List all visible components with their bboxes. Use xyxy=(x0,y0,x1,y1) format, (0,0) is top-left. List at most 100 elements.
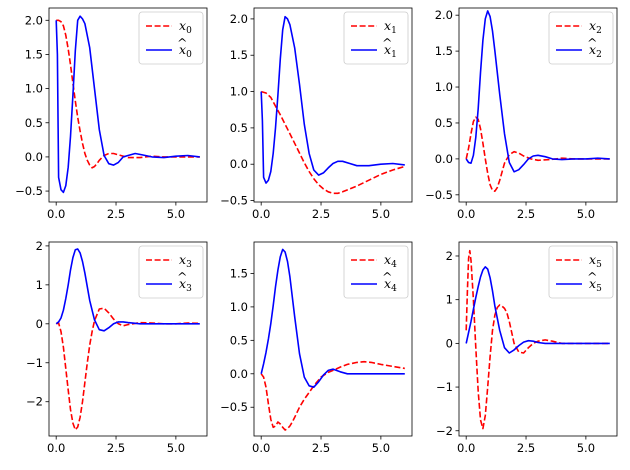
subplot-4: 0.0 2.5 5.0 −0.5 0.0 0.5 1.0 1.5 x4 x4^ xyxy=(220,241,413,455)
y-tick-label: 1.5 xyxy=(230,266,248,280)
series-line-xhat-0 xyxy=(55,15,200,194)
legend: x0 x0^ xyxy=(138,11,204,65)
y-tick-label: 0.5 xyxy=(25,116,43,130)
legend-box xyxy=(343,245,409,299)
legend-box xyxy=(138,245,204,299)
axes-frame xyxy=(253,241,413,437)
series-line-x-4 xyxy=(260,360,405,431)
legend-box xyxy=(138,11,204,65)
y-tick-label: 2 xyxy=(446,249,453,263)
legend: x2 x2^ xyxy=(548,11,614,65)
x-tick-label: 2.5 xyxy=(312,441,330,455)
y-tick-label: 1.5 xyxy=(230,48,248,62)
legend-label: x4 xyxy=(384,252,397,270)
x-tick-label: 5.0 xyxy=(167,207,185,221)
y-tick-label: −1 xyxy=(26,356,43,370)
y-tick-label: 0.0 xyxy=(25,150,43,164)
y-tick-label: 1 xyxy=(446,293,453,307)
axes-frame xyxy=(458,241,618,437)
x-tick-label: 0.0 xyxy=(252,207,270,221)
y-tick-label: −1 xyxy=(436,380,453,394)
y-tick-label: 2 xyxy=(36,239,43,253)
x-tick-label: 0.0 xyxy=(252,441,270,455)
axes-frame xyxy=(458,7,618,203)
y-tick-label: 0 xyxy=(446,336,453,350)
y-tick-label: −0.5 xyxy=(220,400,248,414)
y-tick-label: 0.5 xyxy=(230,333,248,347)
series-line-x-5 xyxy=(465,249,610,430)
y-tick-label: 1 xyxy=(36,278,43,292)
y-tick-label: 0.5 xyxy=(435,116,453,130)
y-tick-label: −0.5 xyxy=(425,188,453,202)
legend: x3 x3^ xyxy=(138,245,204,299)
legend: x1 x1^ xyxy=(343,11,409,65)
y-tick-label: 2.0 xyxy=(230,12,248,26)
y-tick-label: 0 xyxy=(36,317,43,331)
x-tick-label: 0.0 xyxy=(457,207,475,221)
hat-accent: ^ xyxy=(587,269,597,284)
series-line-xhat-2 xyxy=(465,10,610,173)
legend-label: x1 xyxy=(384,42,397,60)
y-tick-label: 1.0 xyxy=(230,85,248,99)
subplot-3: 0.0 2.5 5.0 −2 −1 0 1 2 x3 x3^ xyxy=(26,239,208,455)
x-tick-label: 5.0 xyxy=(372,441,390,455)
legend-label: x5 xyxy=(589,252,602,270)
y-tick-label: −2 xyxy=(436,424,453,438)
x-tick-label: 5.0 xyxy=(372,207,390,221)
y-tick-label: 1.0 xyxy=(435,80,453,94)
x-tick-label: 0.0 xyxy=(457,441,475,455)
y-tick-label: 0.5 xyxy=(230,121,248,135)
y-tick-label: 2.0 xyxy=(25,13,43,27)
legend-box xyxy=(343,11,409,65)
legend: x4 x4^ xyxy=(343,245,409,299)
series-line-x-1 xyxy=(260,90,406,195)
y-tick-label: 0.0 xyxy=(230,157,248,171)
legend-label: x2 xyxy=(589,42,602,60)
series-line-xhat-5 xyxy=(465,266,610,354)
y-tick-label: 1.0 xyxy=(25,82,43,96)
legend-label: x1 xyxy=(384,18,397,36)
axes-frame xyxy=(253,7,413,203)
legend-label: x0 xyxy=(179,42,192,60)
y-tick-label: −0.5 xyxy=(220,194,248,208)
series-line-xhat-1 xyxy=(260,15,405,184)
subplot-0: 0.0 2.5 5.0 −0.5 0.0 0.5 1.0 1.5 2.0 x0 x0^ xyxy=(15,7,208,221)
hat-accent: ^ xyxy=(177,269,187,284)
series-line-x-3 xyxy=(55,307,200,431)
legend-label: x4 xyxy=(384,276,397,294)
x-tick-label: 2.5 xyxy=(517,441,535,455)
y-tick-label: 2.0 xyxy=(435,8,453,22)
x-tick-label: 2.5 xyxy=(107,207,125,221)
hat-accent: ^ xyxy=(382,35,392,50)
legend: x5 x5^ xyxy=(548,245,614,299)
series-line-x-2 xyxy=(465,116,610,192)
axes-frame xyxy=(48,241,208,437)
y-tick-label: 1.5 xyxy=(435,44,453,58)
legend-label: x5 xyxy=(589,276,602,294)
y-tick-label: 1.0 xyxy=(230,300,248,314)
x-tick-label: 5.0 xyxy=(577,207,595,221)
legend-label: x0 xyxy=(179,18,192,36)
legend-box xyxy=(548,11,614,65)
legend-box xyxy=(548,245,614,299)
x-tick-label: 2.5 xyxy=(107,441,125,455)
series-line-xhat-4 xyxy=(260,248,405,389)
legend-label: x2 xyxy=(589,18,602,36)
y-tick-label: −2 xyxy=(26,395,43,409)
x-tick-label: 2.5 xyxy=(517,207,535,221)
x-tick-label: 0.0 xyxy=(47,441,65,455)
y-tick-label: 0.0 xyxy=(435,152,453,166)
series-line-xhat-3 xyxy=(55,248,200,332)
hat-accent: ^ xyxy=(587,35,597,50)
subplot-5: 0.0 2.5 5.0 −2 −1 0 1 2 x5 x5^ xyxy=(436,241,618,455)
x-tick-label: 5.0 xyxy=(167,441,185,455)
legend-label: x3 xyxy=(179,276,192,294)
subplot-1: 0.0 2.5 5.0 −0.5 0.0 0.5 1.0 1.5 2.0 x1 x1^ xyxy=(220,7,413,221)
x-tick-label: 2.5 xyxy=(312,207,330,221)
x-tick-label: 0.0 xyxy=(47,207,65,221)
x-tick-label: 5.0 xyxy=(577,441,595,455)
axes-frame xyxy=(48,7,208,203)
y-tick-label: 1.5 xyxy=(25,47,43,61)
y-tick-label: 0.0 xyxy=(230,367,248,381)
hat-accent: ^ xyxy=(382,269,392,284)
